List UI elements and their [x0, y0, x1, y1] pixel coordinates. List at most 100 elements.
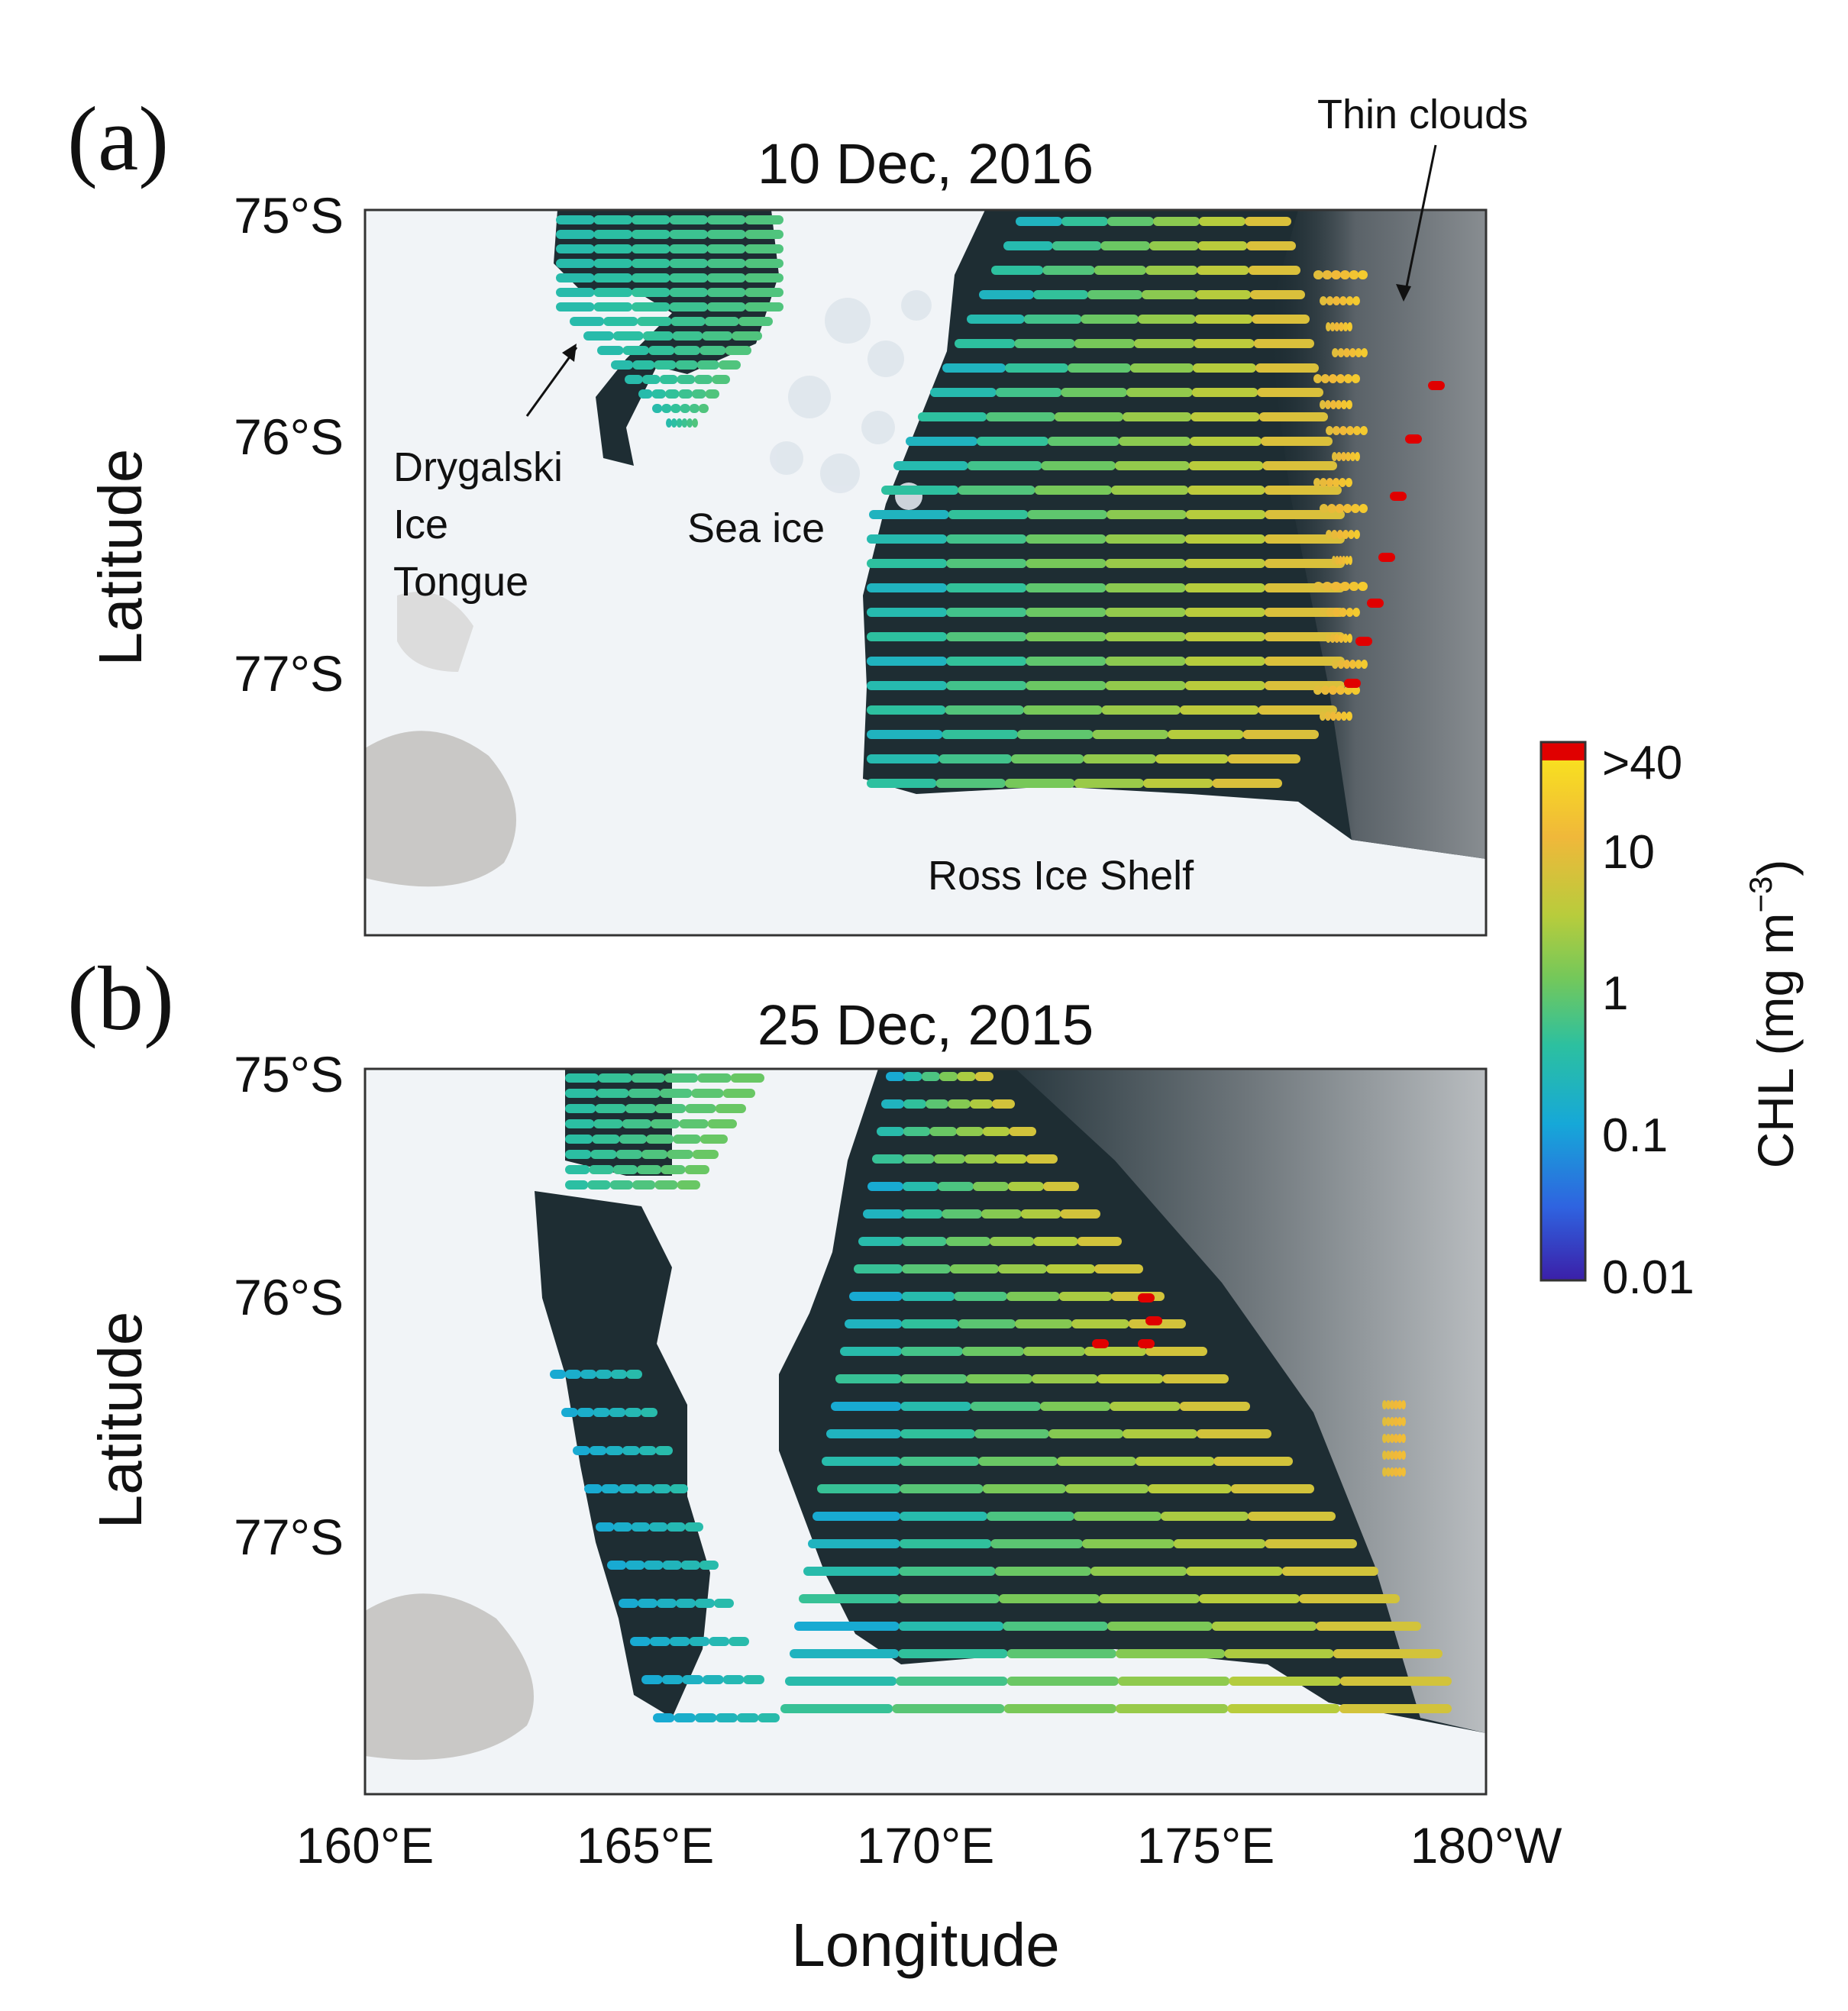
chl-track-saturated [1092, 1339, 1109, 1348]
chl-track [982, 1484, 1066, 1493]
chl-track [966, 1374, 1032, 1383]
chl-track [657, 1599, 677, 1608]
chl-track [655, 1104, 687, 1113]
chl-track [1394, 1417, 1398, 1426]
chl-track [1054, 412, 1123, 421]
chl-track [592, 1135, 620, 1144]
chl-track [702, 331, 733, 341]
chl-track [638, 1599, 657, 1608]
chl-track [641, 1150, 668, 1159]
chl-track [994, 1567, 1091, 1576]
xtick-165e: 165°E [577, 1817, 715, 1874]
chl-track [1313, 270, 1323, 279]
panel-b-ytick-77: 77°S [234, 1509, 344, 1565]
chl-track [1382, 1417, 1387, 1426]
chl-track [1005, 779, 1075, 788]
panel-b-clouds [1016, 1069, 1486, 1733]
chl-track [990, 1539, 1083, 1548]
chl-track [1145, 1347, 1207, 1356]
chl-track [926, 1099, 948, 1109]
chl-track [707, 259, 746, 268]
chl-track [1339, 478, 1346, 487]
chl-track [1335, 556, 1339, 565]
chl-track [933, 1154, 965, 1164]
chl-track [1322, 582, 1333, 591]
chl-track [649, 1637, 670, 1646]
panel-a-ytick-75: 75°S [234, 187, 344, 244]
chl-track [1342, 556, 1346, 565]
chl-track [1188, 461, 1264, 470]
chl-track [817, 1484, 901, 1493]
chl-track [1257, 388, 1323, 397]
chl-track [899, 1567, 996, 1576]
chl-track [1346, 400, 1352, 409]
chl-track [1184, 608, 1265, 617]
chl-track [660, 1089, 693, 1098]
chl-track [1343, 660, 1350, 669]
chl-track [1339, 634, 1344, 643]
chl-track [867, 1182, 903, 1191]
chl-track [1006, 1292, 1060, 1301]
chl-track [626, 1370, 642, 1379]
chl-track [652, 404, 663, 413]
panel-a-thin-clouds [1268, 210, 1486, 859]
chl-track [1353, 530, 1360, 539]
chl-track [707, 230, 746, 239]
chl-track [1333, 1649, 1443, 1658]
chl-track [730, 1073, 764, 1083]
chl-track [707, 302, 746, 311]
chl-track [1386, 1451, 1391, 1460]
chl-track [867, 705, 946, 715]
chl-track [1082, 1539, 1174, 1548]
chl-track [1040, 1402, 1111, 1411]
chl-track [1390, 1417, 1394, 1426]
panel-a-ytick-76: 76°S [234, 408, 344, 465]
chl-track [669, 302, 708, 311]
chl-track [625, 1561, 645, 1570]
chl-track [921, 1072, 940, 1081]
annotation-thin-clouds: Thin clouds [1317, 92, 1528, 137]
chl-track [709, 1637, 730, 1646]
chl-track [680, 404, 690, 413]
chl-track [632, 360, 655, 370]
chl-track [1349, 270, 1359, 279]
chl-track [929, 1127, 957, 1136]
chl-track [1331, 530, 1338, 539]
chl-track [902, 1209, 943, 1219]
chl-track [691, 1089, 724, 1098]
chl-track [1197, 1429, 1271, 1438]
chl-track [689, 404, 699, 413]
chl-track [1153, 217, 1200, 226]
chl-track [881, 486, 959, 495]
chl-track [1343, 504, 1352, 513]
chl-track [840, 1347, 902, 1356]
chl-track [1026, 583, 1107, 592]
chl-track [1011, 754, 1084, 763]
chl-track [1394, 1400, 1398, 1409]
chl-track [1352, 608, 1360, 617]
chl-track [1211, 1622, 1317, 1631]
chl-track [607, 1561, 627, 1570]
chl-track [1326, 608, 1334, 617]
chl-track [1186, 1567, 1283, 1576]
chl-track [677, 1180, 700, 1189]
chl-track [649, 1522, 668, 1532]
chl-track [1023, 1347, 1085, 1356]
chl-track [637, 317, 672, 326]
panel-b-chl-tracks [550, 1072, 1452, 1722]
chl-track [867, 754, 940, 763]
chl-track [1345, 556, 1349, 565]
chl-track [1313, 374, 1322, 383]
chl-track [682, 1675, 703, 1684]
chl-track [673, 1135, 701, 1144]
chl-track [589, 1446, 607, 1455]
chl-track [973, 1182, 1009, 1191]
chl-track [1123, 412, 1192, 421]
chl-track [628, 1089, 661, 1098]
chl-track [867, 534, 948, 544]
chl-track [632, 288, 670, 297]
chl-track [1320, 504, 1329, 513]
chl-track [632, 259, 670, 268]
chl-track [903, 1182, 939, 1191]
chl-track [635, 1484, 654, 1493]
